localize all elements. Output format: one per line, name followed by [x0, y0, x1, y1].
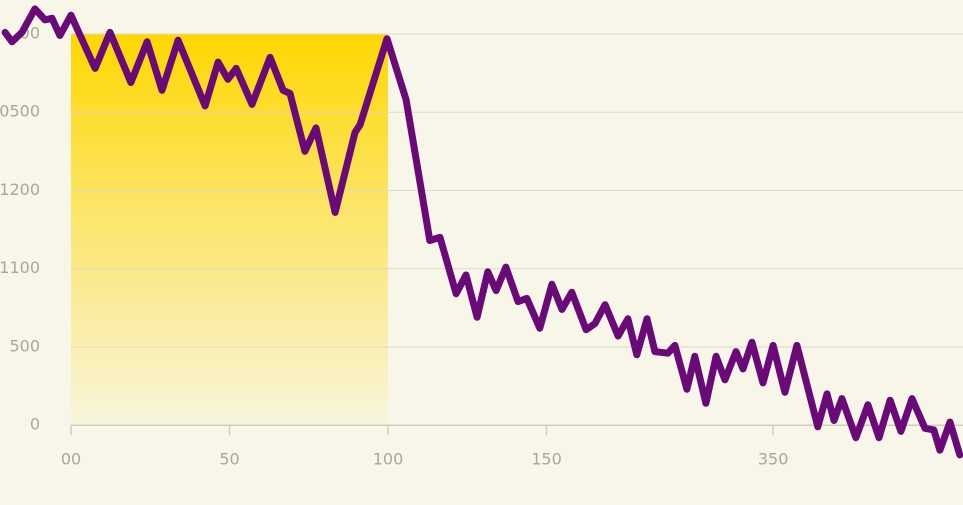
x-tick-label: 150 [531, 450, 562, 469]
y-tick-label: 500 [9, 336, 40, 355]
x-tick-label: 00 [61, 450, 81, 469]
y-tick-label: 0500 [0, 102, 40, 121]
x-tick-label: 100 [373, 450, 404, 469]
y-tick-label: 0 [30, 415, 40, 434]
y-tick-label: 1200 [0, 180, 40, 199]
data-line [1, 5, 963, 459]
y-tick-label: 1100 [0, 258, 40, 277]
x-tick-label: 350 [758, 450, 789, 469]
highlight-band [71, 33, 388, 426]
x-tick-label: 50 [219, 450, 239, 469]
